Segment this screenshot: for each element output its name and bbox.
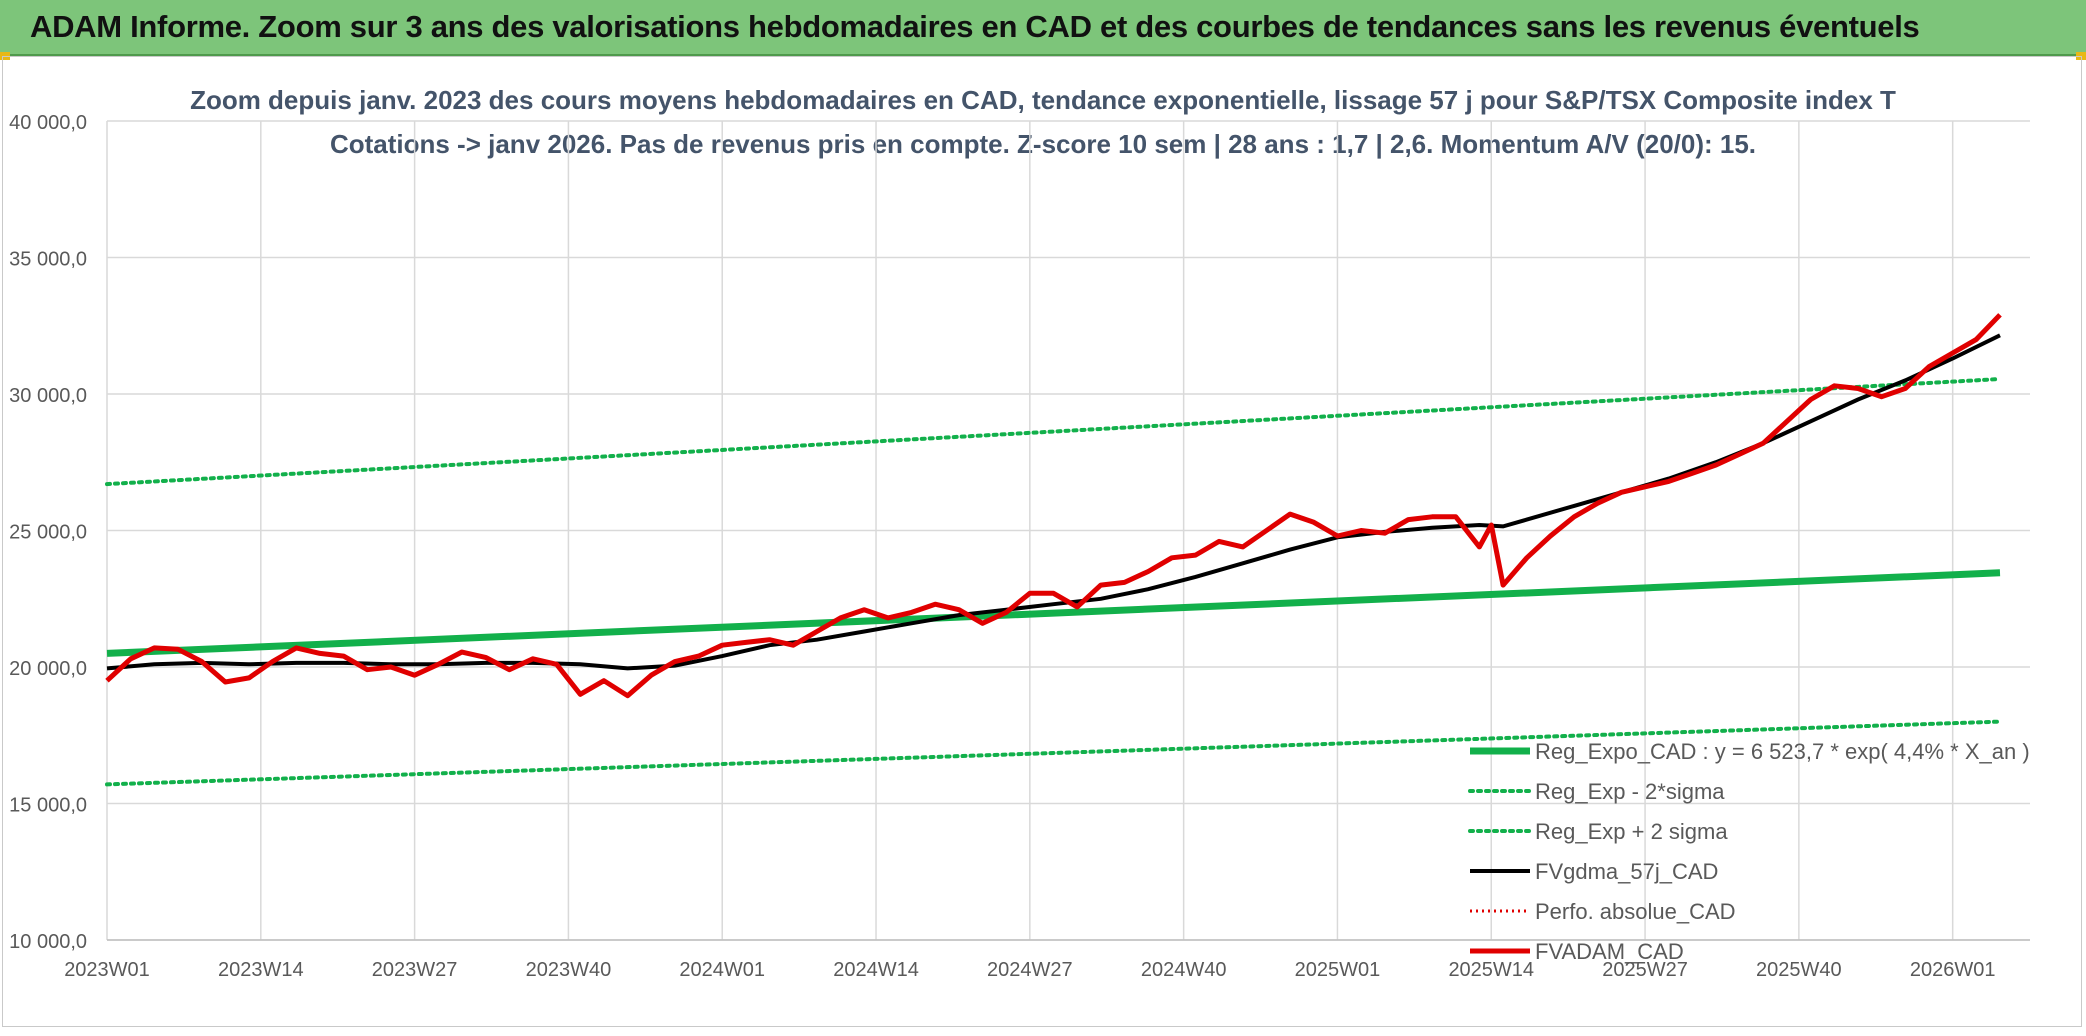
series-plus-2-sigma-line [105, 377, 2002, 487]
chart-area: Zoom depuis janv. 2023 des cours moyens … [0, 56, 2086, 1031]
y-tick-label: 40 000,0 [9, 112, 87, 134]
series-lines [105, 313, 2002, 787]
series-fvadam-line [105, 313, 2002, 699]
y-tick-label: 10 000,0 [9, 931, 87, 953]
y-tick-label: 20 000,0 [9, 658, 87, 680]
legend-label: Reg_Exp - 2*sigma [1535, 779, 1725, 804]
series-minus-2-sigma-line [105, 719, 2002, 787]
x-tick-label: 2023W14 [218, 959, 304, 981]
legend-label: Reg_Exp + 2 sigma [1535, 819, 1728, 844]
y-axis: 10 000,0 15 000,0 20 000,0 25 000,0 30 000,0… [9, 112, 87, 953]
y-tick-label: 35 000,0 [9, 249, 87, 271]
chart-svg: Zoom depuis janv. 2023 des cours moyens … [9, 85, 2030, 981]
legend-label: Perfo. absolue_CAD [1535, 899, 1736, 924]
grid-lines [106, 120, 2030, 941]
chart-title: Zoom depuis janv. 2023 des cours moyens … [190, 85, 1896, 115]
series-reg-expo-line [106, 569, 2001, 657]
series-fvgdma-line [106, 333, 2001, 671]
x-tick-label: 2026W01 [1910, 959, 1996, 981]
chart-subtitle: Cotations -> janv 2026. Pas de revenus p… [330, 129, 1756, 159]
legend-label: FVgdma_57j_CAD [1535, 859, 1718, 884]
x-tick-label: 2023W01 [64, 959, 150, 981]
x-axis: 2023W01 2023W14 2023W27 2023W40 2024W01 2024W… [64, 959, 1995, 981]
x-tick-label: 2023W27 [372, 959, 458, 981]
y-tick-label: 30 000,0 [9, 385, 87, 407]
x-tick-label: 2025W27 [1602, 959, 1688, 981]
x-tick-label: 2024W27 [987, 959, 1073, 981]
legend-label: FVADAM_CAD [1535, 939, 1684, 964]
legend-label: Reg_Expo_CAD : y = 6 523,7 * exp( 4,4% *… [1535, 739, 2030, 764]
x-tick-label: 2025W40 [1756, 959, 1842, 981]
report-banner: ADAM Informe. Zoom sur 3 ans des valoris… [0, 0, 2086, 56]
report-title: ADAM Informe. Zoom sur 3 ans des valoris… [30, 9, 1920, 44]
x-tick-label: 2024W14 [833, 959, 919, 981]
y-tick-label: 25 000,0 [9, 522, 87, 544]
x-tick-label: 2025W14 [1448, 959, 1534, 981]
x-tick-label: 2024W40 [1141, 959, 1227, 981]
y-tick-label: 15 000,0 [9, 795, 87, 817]
x-tick-label: 2024W01 [679, 959, 765, 981]
legend: Reg_Expo_CAD : y = 6 523,7 * exp( 4,4% *… [1468, 739, 2030, 964]
x-tick-label: 2023W40 [526, 959, 612, 981]
x-tick-label: 2025W01 [1295, 959, 1381, 981]
